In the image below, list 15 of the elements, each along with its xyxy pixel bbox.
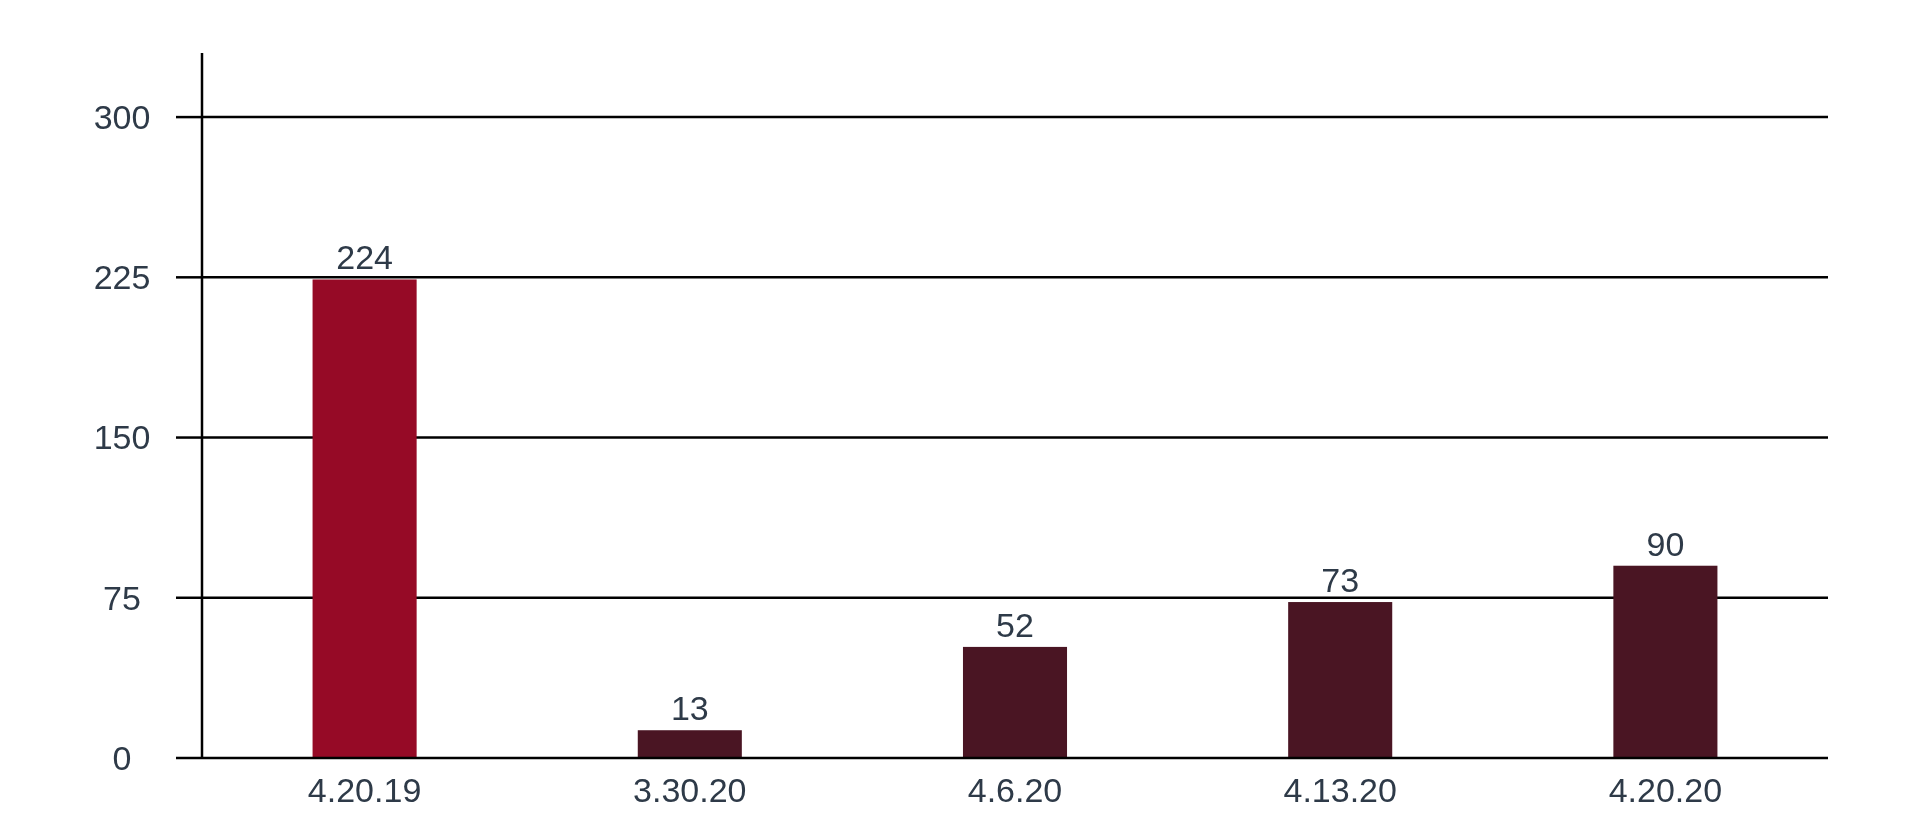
x-tick-label: 4.6.20 (967, 771, 1063, 809)
x-tick-label: 4.20.19 (307, 771, 422, 809)
y-tick-label: 75 (103, 578, 141, 617)
y-tick-label: 0 (112, 738, 132, 777)
x-tick-label: 4.20.20 (1608, 771, 1723, 809)
y-tick-label: 225 (93, 258, 151, 297)
x-tick-label: 3.30.20 (633, 771, 747, 809)
data-label: 52 (996, 605, 1034, 644)
data-label: 13 (670, 689, 709, 728)
data-label: 90 (1646, 524, 1685, 563)
data-label: 224 (336, 238, 393, 277)
y-tick-label: 300 (93, 97, 151, 136)
data-label: 73 (1321, 561, 1360, 600)
x-tick-label: 4.13.20 (1283, 771, 1397, 809)
y-tick-label: 150 (93, 418, 151, 457)
